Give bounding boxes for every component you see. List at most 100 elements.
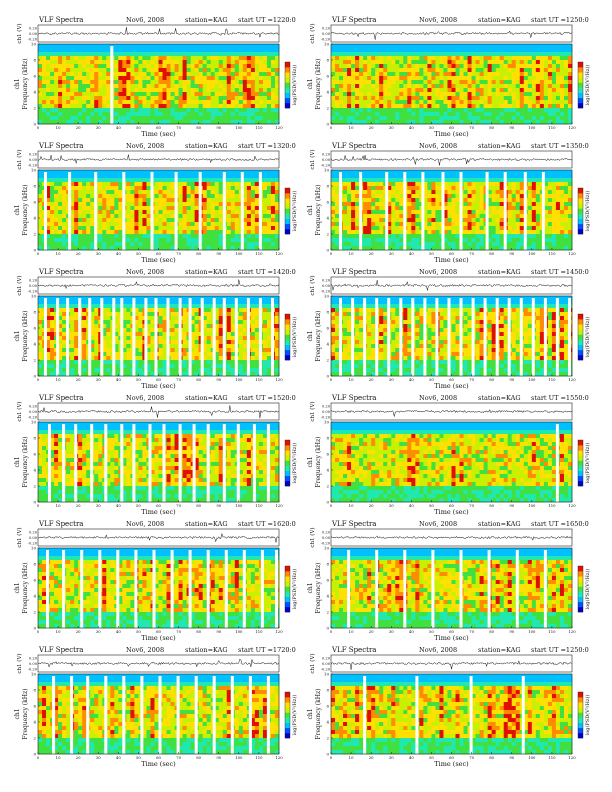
spectrogram-cell	[222, 116, 228, 121]
spectrogram-cell	[266, 246, 272, 251]
spectrogram-cell	[162, 100, 167, 105]
spectrogram-cell	[555, 48, 561, 53]
spectrogram-cell	[519, 60, 525, 65]
spectrogram-cell	[50, 76, 55, 81]
spectrogram-cell	[58, 96, 63, 101]
spectrogram-cell	[222, 92, 228, 97]
spectrogram-cell	[154, 100, 159, 105]
spectrogram-cell	[262, 48, 268, 53]
spectrogram-cell	[58, 246, 63, 251]
spectrogram-cell	[138, 116, 143, 121]
spectrogram-cell	[515, 198, 521, 203]
spectrogram-cell	[210, 64, 216, 69]
spectrogram-cell	[274, 48, 280, 53]
spectrogram-cell	[439, 80, 444, 85]
spectrogram-cell	[190, 88, 195, 93]
spectrogram-cell	[431, 246, 436, 251]
spectrogram-cell	[483, 100, 488, 105]
spectrogram-cell	[214, 52, 220, 57]
spectrogram-cell	[110, 242, 115, 247]
spectrogram-cell	[555, 80, 561, 85]
spectrogram-cell	[511, 206, 517, 211]
trace-ylabel: ch1 (V)	[309, 149, 316, 169]
spectrogram-cell	[567, 44, 573, 49]
spectrogram-cell	[254, 44, 260, 49]
spectrogram-cell	[415, 182, 420, 187]
spectrogram-cell	[38, 170, 43, 175]
spectrogram-cell	[507, 246, 513, 251]
spectrogram-cell	[146, 60, 151, 65]
spectrogram-cell	[262, 104, 268, 109]
spectrogram-cell	[435, 198, 440, 203]
spectrogram-cell	[130, 194, 135, 199]
spectrogram-cell	[162, 210, 167, 215]
spectrogram-cell	[463, 178, 468, 183]
spectrogram-cell	[250, 206, 256, 211]
spectrogram-cell	[331, 202, 336, 207]
spectrogram-cell	[527, 80, 533, 85]
spectrogram-cell	[74, 182, 79, 187]
spectrogram-cell	[411, 246, 416, 251]
spectrogram-cell	[46, 226, 51, 231]
spectrogram-cell	[102, 80, 107, 85]
spectrogram-cell	[222, 108, 228, 113]
spectrogram-cell	[411, 60, 416, 65]
spectrogram-cell	[495, 88, 500, 93]
spectrogram-cell	[375, 76, 380, 81]
spectrogram-cell	[162, 218, 167, 223]
spectrogram-cell	[246, 222, 252, 227]
spectrogram-cell	[246, 234, 252, 239]
spectrogram-cell	[218, 198, 224, 203]
spectrogram-cell	[483, 48, 488, 53]
spectrogram-cell	[78, 246, 83, 251]
spectrogram-cell	[182, 64, 187, 69]
spectrogram-cell	[451, 48, 456, 53]
spectrogram-cell	[106, 120, 111, 125]
spectrogram-cell	[515, 120, 521, 125]
spectrogram-cell	[166, 44, 171, 49]
spectrogram-cell	[54, 100, 59, 105]
spectrogram-cell	[511, 60, 517, 65]
spectrogram-cell	[411, 116, 416, 121]
spectrogram-cell	[254, 104, 260, 109]
spectrogram-cell	[411, 222, 416, 227]
spectrogram-cell	[539, 76, 545, 81]
spectrogram-cell	[46, 202, 51, 207]
spectrogram-cell	[419, 80, 424, 85]
spectrogram-cell	[262, 246, 268, 251]
spectrogram-cell	[270, 206, 276, 211]
spectrogram-cell	[515, 190, 521, 195]
spectrogram-cell	[395, 48, 400, 53]
colorbar-swatch	[578, 82, 583, 88]
spectrogram-cell	[359, 48, 364, 53]
spectrogram-cell	[395, 44, 400, 49]
spectrogram-cell	[182, 104, 187, 109]
spectrogram-cell	[435, 120, 440, 125]
spectrogram-cell	[266, 174, 272, 179]
spectrogram-cell	[162, 80, 167, 85]
spectrogram-cell	[515, 178, 521, 183]
spectrogram-cell	[335, 64, 340, 69]
spectrogram-cell	[62, 44, 67, 49]
spectrogram-cell	[142, 242, 147, 247]
spectrogram-cell	[511, 234, 517, 239]
impulsive-gap	[68, 172, 72, 250]
spectrogram-cell	[391, 100, 396, 105]
spectrogram-cell	[178, 210, 183, 215]
spectrogram-cell	[98, 242, 103, 247]
spectrogram-cell	[439, 108, 444, 113]
spectrogram-cell	[258, 88, 264, 93]
spectrogram-cell	[407, 88, 412, 93]
spectrogram-cell	[274, 84, 280, 89]
spectrogram-cell	[154, 92, 159, 97]
spectrogram-cell	[202, 202, 207, 207]
spectrogram-cell	[266, 230, 272, 235]
spectrogram-cell	[495, 108, 500, 113]
spectrogram-cell	[347, 210, 352, 215]
spectrogram-cell	[258, 72, 264, 77]
spectrogram-cell	[427, 206, 432, 211]
spectrogram-cell	[459, 104, 464, 109]
spectrogram-cell	[210, 72, 216, 77]
spectrogram-cell	[455, 174, 460, 179]
spectrogram-cell	[234, 112, 240, 117]
